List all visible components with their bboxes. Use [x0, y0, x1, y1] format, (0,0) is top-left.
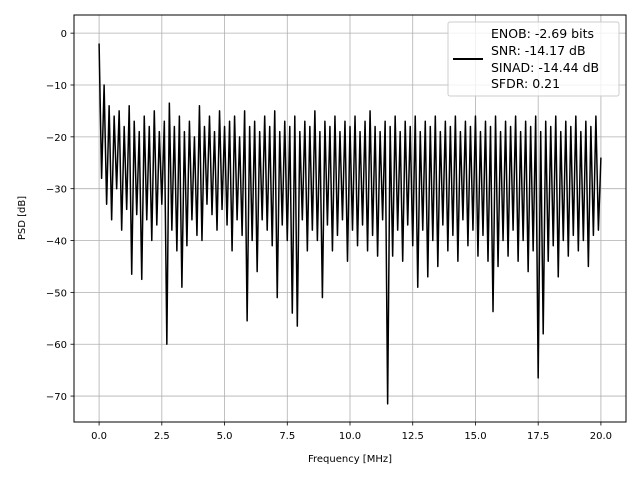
y-axis-ticks: 0 −10 −20 −30 −40 −50 −60 −70: [46, 29, 74, 403]
y-tick-label: −50: [46, 288, 67, 299]
legend: ENOB: -2.69 bits SNR: -14.17 dB SINAD: -…: [447, 21, 620, 97]
legend-box: [447, 21, 620, 97]
x-tick-label: 10.0: [339, 431, 361, 442]
y-tick-label: −60: [46, 340, 67, 351]
x-tick-label: 7.5: [279, 431, 295, 442]
legend-enob: ENOB: -2.69 bits: [491, 26, 594, 41]
x-tick-label: 20.0: [590, 431, 612, 442]
legend-snr: SNR: -14.17 dB: [491, 43, 586, 58]
y-tick-label: −20: [46, 133, 67, 144]
x-axis-label: Frequency [MHz]: [308, 454, 392, 465]
x-tick-label: 2.5: [154, 431, 170, 442]
legend-sinad: SINAD: -14.44 dB: [491, 60, 599, 75]
y-tick-label: 0: [61, 29, 67, 40]
y-tick-label: −70: [46, 392, 67, 403]
psd-series-line: [98, 43, 602, 405]
x-axis-ticks: 0.0 2.5 5.0 7.5 10.0 12.5 15.0 17.5 20.0: [91, 422, 612, 442]
plot-area: [98, 43, 602, 405]
y-tick-label: −40: [46, 237, 67, 248]
legend-sfdr: SFDR: 0.21: [491, 76, 560, 91]
y-tick-label: −10: [46, 81, 67, 92]
x-tick-label: 0.0: [91, 431, 107, 442]
x-tick-label: 17.5: [527, 431, 549, 442]
x-tick-label: 12.5: [402, 431, 424, 442]
x-tick-label: 5.0: [217, 431, 233, 442]
x-tick-label: 15.0: [464, 431, 486, 442]
y-tick-label: −30: [46, 185, 67, 196]
y-axis-label: PSD [dB]: [17, 196, 28, 240]
